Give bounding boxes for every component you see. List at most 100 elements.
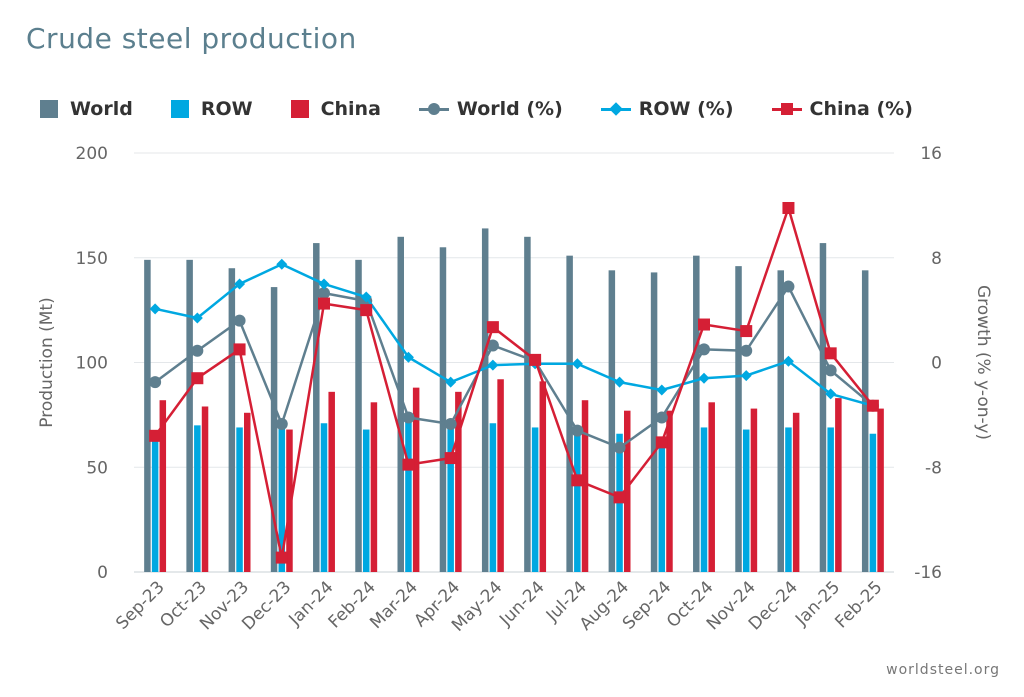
x-tick-label: Jun-24 — [495, 577, 548, 630]
marker-row — [234, 278, 246, 290]
bar-row — [658, 442, 666, 572]
bar-row — [531, 427, 539, 572]
bar-china — [835, 398, 842, 572]
bar-row — [785, 427, 792, 572]
bar-row — [320, 423, 328, 572]
chart-title: Crude steel production — [26, 22, 357, 55]
y2-axis-label: Growth (% y-on-y) — [973, 285, 993, 440]
marker-row — [656, 384, 668, 396]
marker-world — [275, 418, 288, 431]
bar-row — [574, 427, 581, 572]
legend-label: China — [320, 98, 381, 120]
bar-world — [144, 259, 151, 572]
bar-world — [566, 255, 573, 572]
legend-swatch — [290, 100, 309, 118]
marker-china — [698, 318, 710, 331]
marker-row — [318, 278, 330, 290]
marker-row — [825, 388, 837, 400]
legend-item-china[interactable]: China (%) — [771, 98, 913, 120]
marker-world — [191, 344, 204, 357]
bar-world — [819, 243, 827, 572]
y-tick-label: 50 — [86, 458, 108, 478]
legend-line-symbol — [600, 100, 631, 118]
bar-row — [194, 425, 201, 572]
legend-label: World (%) — [456, 98, 563, 120]
marker-row — [445, 376, 457, 388]
marker-world — [655, 411, 668, 424]
marker-world — [318, 287, 330, 300]
y2-tick-label: -16 — [914, 563, 942, 583]
legend-item-row[interactable]: ROW (%) — [600, 98, 734, 120]
marker-china — [233, 343, 246, 356]
bar-china — [201, 406, 209, 572]
marker-world — [402, 411, 415, 424]
bar-china — [877, 408, 884, 572]
bar-world — [355, 259, 362, 572]
y-tick-label: 200 — [76, 144, 108, 164]
marker-world — [613, 441, 626, 454]
marker-row — [149, 303, 161, 315]
marker-china — [360, 304, 373, 317]
bar-china — [539, 381, 547, 572]
marker-row — [360, 291, 372, 303]
marker-row — [487, 359, 499, 371]
legend-item-world[interactable]: World (%) — [418, 98, 563, 120]
y-axis-label: Production (Mt) — [37, 297, 57, 427]
line-world — [154, 285, 874, 449]
x-tick-label: Mar-24 — [366, 577, 422, 633]
x-tick-label: Feb-25 — [831, 577, 886, 632]
source-credit: worldsteel.org — [886, 662, 1000, 678]
marker-world — [486, 339, 499, 352]
bar-world — [693, 255, 700, 572]
x-tick-label: Sep-23 — [112, 577, 168, 633]
bar-row — [700, 427, 708, 572]
bar-world — [481, 228, 489, 573]
marker-china — [444, 452, 457, 465]
bar-row — [362, 429, 370, 572]
marker-row — [571, 358, 583, 370]
marker-world — [149, 376, 162, 389]
marker-world — [571, 424, 584, 437]
marker-row — [782, 355, 794, 367]
bar-china — [792, 412, 800, 572]
bar-world — [439, 247, 447, 572]
bar-world — [313, 243, 320, 572]
marker-china — [149, 429, 162, 442]
bar-world — [524, 236, 531, 573]
bar-row — [236, 427, 243, 572]
marker-world — [444, 418, 457, 431]
bar-china — [244, 412, 251, 572]
bar-row — [405, 419, 412, 572]
marker-china — [824, 347, 837, 360]
marker-china — [740, 325, 753, 338]
bar-world — [186, 259, 193, 572]
y-tick-label: 100 — [76, 354, 108, 374]
y2-tick-label: 8 — [931, 249, 942, 269]
legend-item-china[interactable]: China — [290, 98, 381, 120]
marker-china — [782, 201, 795, 214]
bar-china — [159, 400, 167, 572]
marker-world — [782, 280, 795, 293]
legend-swatch — [40, 100, 58, 118]
y2-tick-label: 16 — [920, 144, 942, 164]
legend-line-symbol — [771, 100, 802, 118]
bar-china — [370, 402, 378, 572]
bar-row — [151, 431, 159, 572]
bar-row — [489, 423, 497, 572]
y2-tick-label: -8 — [925, 458, 942, 478]
bar-world — [397, 236, 404, 573]
chart-legend: World ROW China World (%) ROW (%) China (%) — [40, 94, 951, 124]
legend-item-row[interactable]: ROW — [170, 98, 253, 120]
marker-row — [698, 372, 710, 384]
legend-line-symbol — [418, 100, 449, 118]
bar-china — [581, 400, 589, 572]
bar-china — [455, 391, 462, 572]
bar-row — [742, 429, 750, 572]
legend-item-world[interactable]: World — [40, 98, 133, 120]
bar-world — [270, 287, 278, 572]
y2-tick-label: 0 — [931, 354, 942, 374]
marker-china — [191, 372, 204, 385]
bar-china — [497, 379, 504, 572]
bar-world — [861, 270, 869, 572]
